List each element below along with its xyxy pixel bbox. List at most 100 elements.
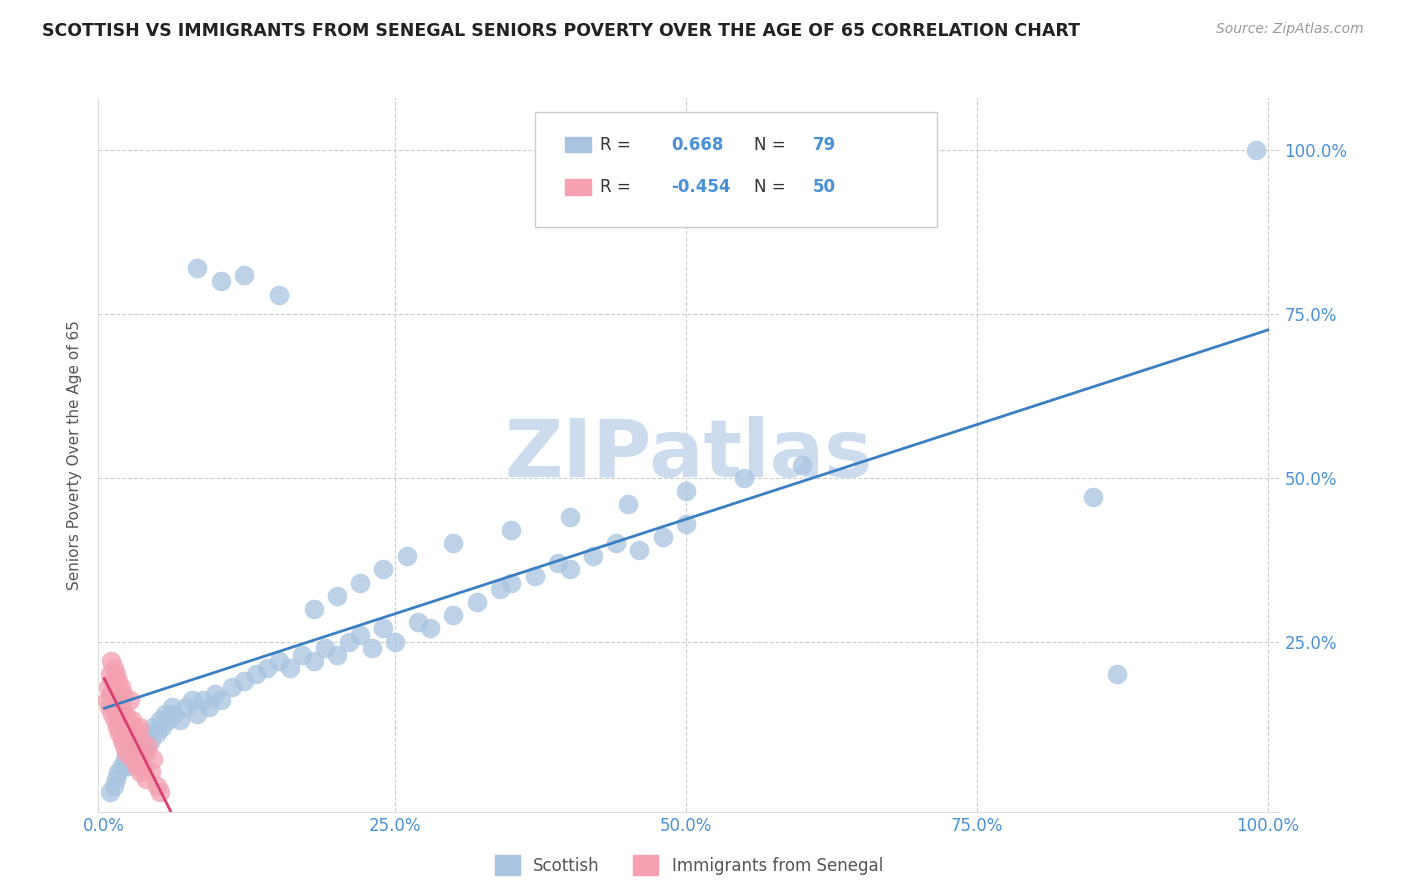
Point	[108, 726, 131, 740]
Point	[121, 713, 143, 727]
Point	[110, 681, 132, 695]
Point	[125, 726, 148, 740]
Point	[108, 693, 131, 707]
Point	[326, 648, 349, 662]
Point	[122, 752, 145, 766]
Point	[169, 713, 191, 727]
Point	[131, 732, 153, 747]
Point	[651, 530, 673, 544]
Point	[408, 615, 430, 629]
Point	[129, 765, 152, 780]
Point	[103, 661, 125, 675]
Point	[111, 687, 134, 701]
Point	[111, 720, 134, 734]
Point	[117, 713, 139, 727]
Point	[547, 556, 569, 570]
Point	[349, 575, 371, 590]
Point	[135, 772, 157, 786]
Point	[145, 779, 167, 793]
Point	[384, 634, 406, 648]
Point	[118, 726, 141, 740]
Point	[145, 726, 167, 740]
Point	[100, 687, 122, 701]
Point	[280, 661, 302, 675]
Point	[107, 706, 129, 721]
Point	[501, 575, 523, 590]
Point	[337, 634, 360, 648]
Point	[733, 471, 755, 485]
Text: R =: R =	[600, 178, 637, 196]
Point	[792, 458, 814, 472]
Point	[107, 673, 129, 688]
Point	[605, 536, 627, 550]
Point	[373, 562, 395, 576]
Text: 0.668: 0.668	[671, 136, 724, 153]
Y-axis label: Seniors Poverty Over the Age of 65: Seniors Poverty Over the Age of 65	[67, 320, 83, 590]
Point	[1244, 144, 1267, 158]
Point	[112, 739, 135, 754]
Point	[558, 510, 581, 524]
Point	[124, 759, 146, 773]
Point	[138, 726, 160, 740]
Point	[149, 785, 172, 799]
Point	[373, 621, 395, 635]
Point	[326, 589, 349, 603]
Point	[101, 706, 124, 721]
Point	[125, 739, 148, 754]
Point	[104, 667, 127, 681]
Point	[221, 681, 243, 695]
Point	[142, 752, 165, 766]
Text: -0.454: -0.454	[671, 178, 731, 196]
Point	[153, 706, 176, 721]
Point	[138, 739, 160, 754]
Point	[1105, 667, 1128, 681]
Point	[152, 720, 174, 734]
Point	[134, 746, 156, 760]
Point	[96, 693, 118, 707]
Text: R =: R =	[600, 136, 637, 153]
Point	[395, 549, 418, 564]
Point	[124, 720, 146, 734]
Point	[180, 693, 202, 707]
Point	[267, 654, 290, 668]
Text: 50: 50	[813, 178, 837, 196]
Point	[111, 700, 134, 714]
Point	[232, 268, 254, 282]
Point	[114, 706, 136, 721]
Point	[302, 601, 325, 615]
Text: 79: 79	[813, 136, 837, 153]
Point	[675, 483, 697, 498]
Text: ZIPatlas: ZIPatlas	[505, 416, 873, 494]
Point	[114, 752, 136, 766]
Point	[104, 681, 127, 695]
Point	[104, 700, 127, 714]
Point	[131, 732, 153, 747]
Point	[441, 608, 464, 623]
Point	[101, 673, 124, 688]
Point	[245, 667, 267, 681]
Point	[149, 713, 172, 727]
Point	[204, 687, 226, 701]
Point	[98, 667, 121, 681]
Point	[104, 713, 127, 727]
Point	[134, 739, 156, 754]
Point	[186, 261, 208, 276]
Point	[489, 582, 512, 596]
Point	[523, 569, 546, 583]
Point	[675, 516, 697, 531]
Point	[419, 621, 441, 635]
Point	[103, 779, 125, 793]
Point	[232, 673, 254, 688]
Point	[97, 700, 120, 714]
Point	[110, 713, 132, 727]
Point	[139, 765, 162, 780]
Point	[111, 732, 134, 747]
Point	[349, 628, 371, 642]
Point	[128, 746, 150, 760]
Point	[617, 497, 640, 511]
Text: N =: N =	[754, 136, 790, 153]
Legend: Scottish, Immigrants from Senegal: Scottish, Immigrants from Senegal	[488, 848, 890, 882]
Point	[105, 687, 128, 701]
Point	[120, 746, 142, 760]
Point	[105, 720, 128, 734]
